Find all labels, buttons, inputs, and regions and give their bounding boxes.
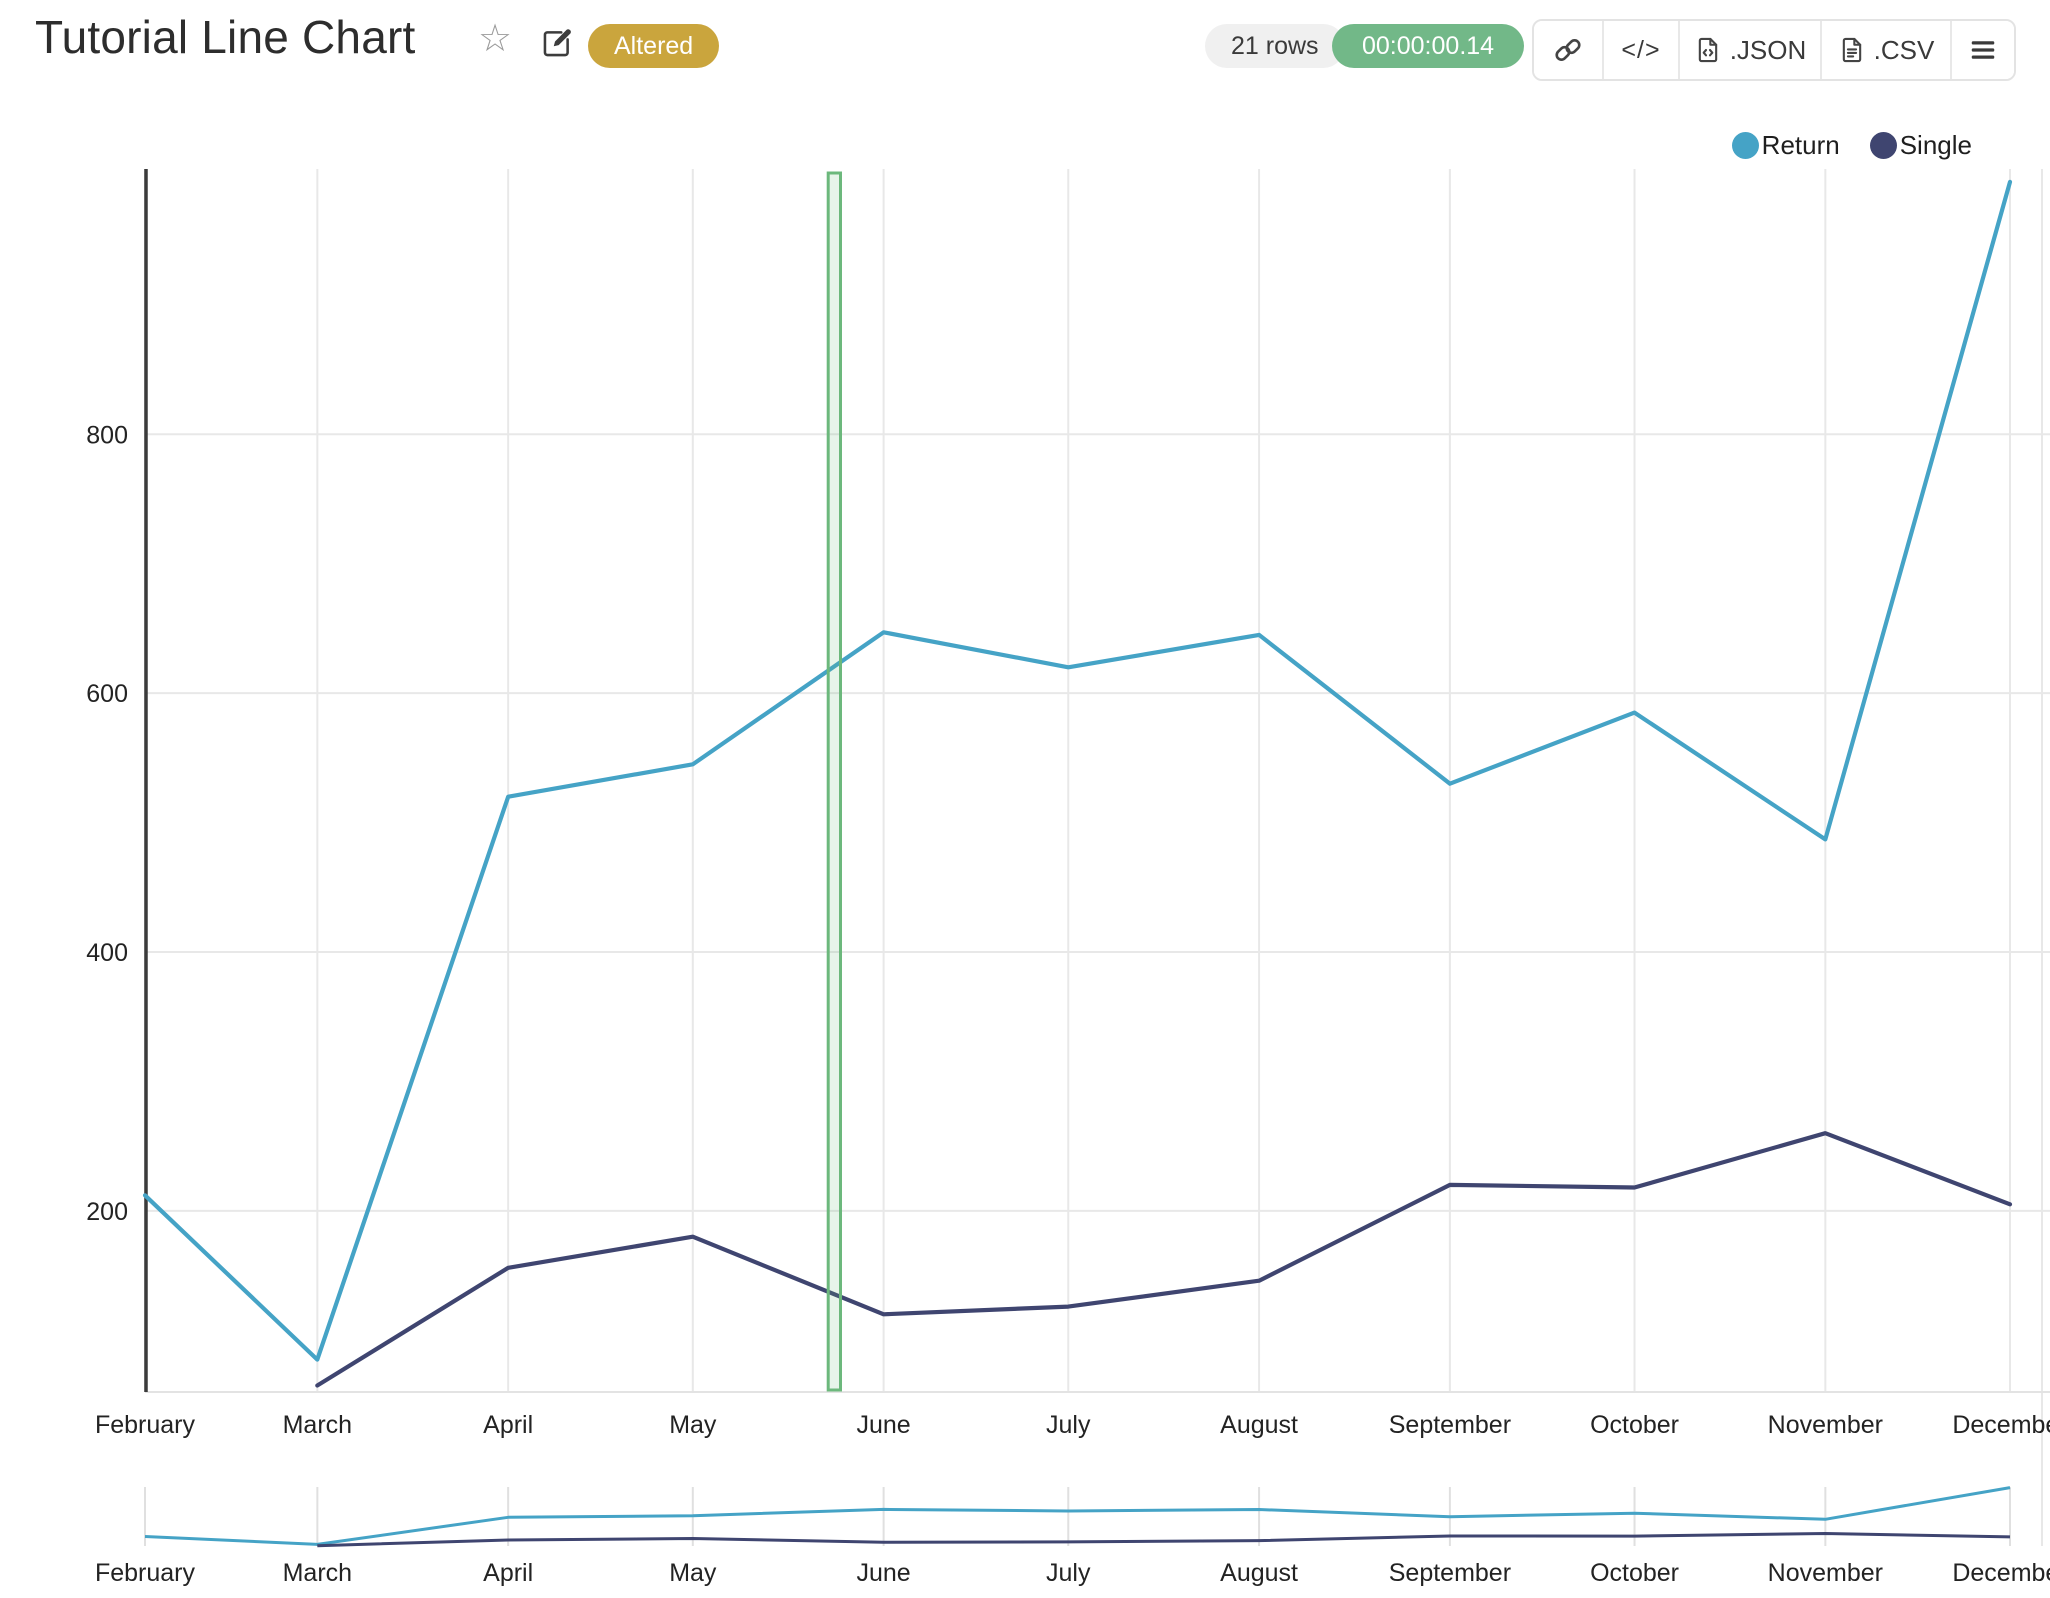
svg-text:July: July — [1046, 1559, 1091, 1587]
svg-text:July: July — [1046, 1411, 1091, 1439]
link-button[interactable] — [1534, 21, 1602, 79]
svg-text:October: October — [1590, 1559, 1679, 1587]
favorite-star-icon[interactable]: ☆ — [478, 18, 513, 60]
svg-text:December: December — [1952, 1411, 2050, 1439]
range-selector-labels: February March April May June July August Septe… — [95, 1559, 2050, 1587]
svg-text:June: June — [857, 1559, 911, 1587]
menu-icon — [1971, 41, 1995, 59]
legend-item-single[interactable]: Single — [1869, 130, 1972, 161]
horizontal-gridlines — [145, 433, 2050, 1393]
csv-file-icon — [1842, 37, 1861, 63]
embed-code-button[interactable]: </> — [1602, 21, 1678, 79]
svg-text:April: April — [483, 1559, 533, 1587]
svg-text:August: August — [1220, 1411, 1298, 1439]
svg-text:April: April — [483, 1411, 533, 1439]
svg-text:December: December — [1952, 1559, 2050, 1587]
altered-badge: Altered — [588, 24, 720, 68]
json-button-label: .JSON — [1729, 34, 1807, 65]
download-json-button[interactable]: .JSON — [1678, 21, 1820, 79]
legend-dot-return — [1731, 132, 1759, 159]
range-selector[interactable] — [144, 1486, 2011, 1548]
svg-text:February: February — [95, 1411, 196, 1439]
svg-text:November: November — [1768, 1559, 1883, 1587]
svg-text:November: November — [1768, 1411, 1883, 1439]
rows-count-badge: 21 rows — [1205, 24, 1345, 68]
svg-text:600: 600 — [86, 680, 128, 708]
svg-text:400: 400 — [86, 939, 128, 967]
duration-badge: 00:00:00.14 — [1332, 24, 1525, 68]
download-csv-button[interactable]: .CSV — [1820, 21, 1950, 79]
x-axis-labels: February March April May June July August Septe… — [95, 1411, 2050, 1439]
svg-text:March: March — [283, 1559, 352, 1587]
mini-series-line-return — [144, 1486, 2011, 1546]
legend-label-return: Return — [1761, 130, 1840, 160]
chart-legend: Return Single — [1731, 130, 1972, 161]
svg-text:May: May — [669, 1559, 717, 1587]
legend-dot-single — [1869, 132, 1897, 159]
series-line-return[interactable] — [142, 179, 2013, 1362]
embed-code-icon: </> — [1621, 35, 1661, 64]
series-line-single[interactable] — [315, 1131, 2013, 1388]
json-file-icon — [1698, 37, 1717, 63]
svg-text:February: February — [95, 1559, 196, 1587]
link-icon — [1555, 38, 1581, 62]
svg-text:June: June — [857, 1411, 911, 1439]
svg-text:September: September — [1389, 1411, 1511, 1439]
svg-text:200: 200 — [86, 1198, 128, 1226]
menu-button[interactable] — [1950, 21, 2014, 79]
highlight-band — [826, 171, 843, 1392]
svg-text:September: September — [1389, 1559, 1511, 1587]
svg-text:800: 800 — [86, 421, 128, 449]
page-title: Tutorial Line Chart — [35, 11, 416, 63]
svg-text:August: August — [1220, 1559, 1298, 1587]
svg-text:March: March — [283, 1411, 352, 1439]
legend-label-single: Single — [1899, 130, 1972, 160]
export-toolbar: </> .JSON .CSV — [1532, 19, 2016, 81]
svg-text:October: October — [1590, 1411, 1679, 1439]
y-axis-tick-labels: 200 400 600 800 — [86, 421, 128, 1226]
edit-icon[interactable] — [540, 26, 574, 60]
vertical-gridlines — [144, 169, 2043, 1546]
mini-series-line-single — [317, 1532, 2011, 1548]
csv-button-label: .CSV — [1873, 34, 1935, 65]
legend-item-return[interactable]: Return — [1731, 130, 1840, 161]
svg-text:May: May — [669, 1411, 717, 1439]
